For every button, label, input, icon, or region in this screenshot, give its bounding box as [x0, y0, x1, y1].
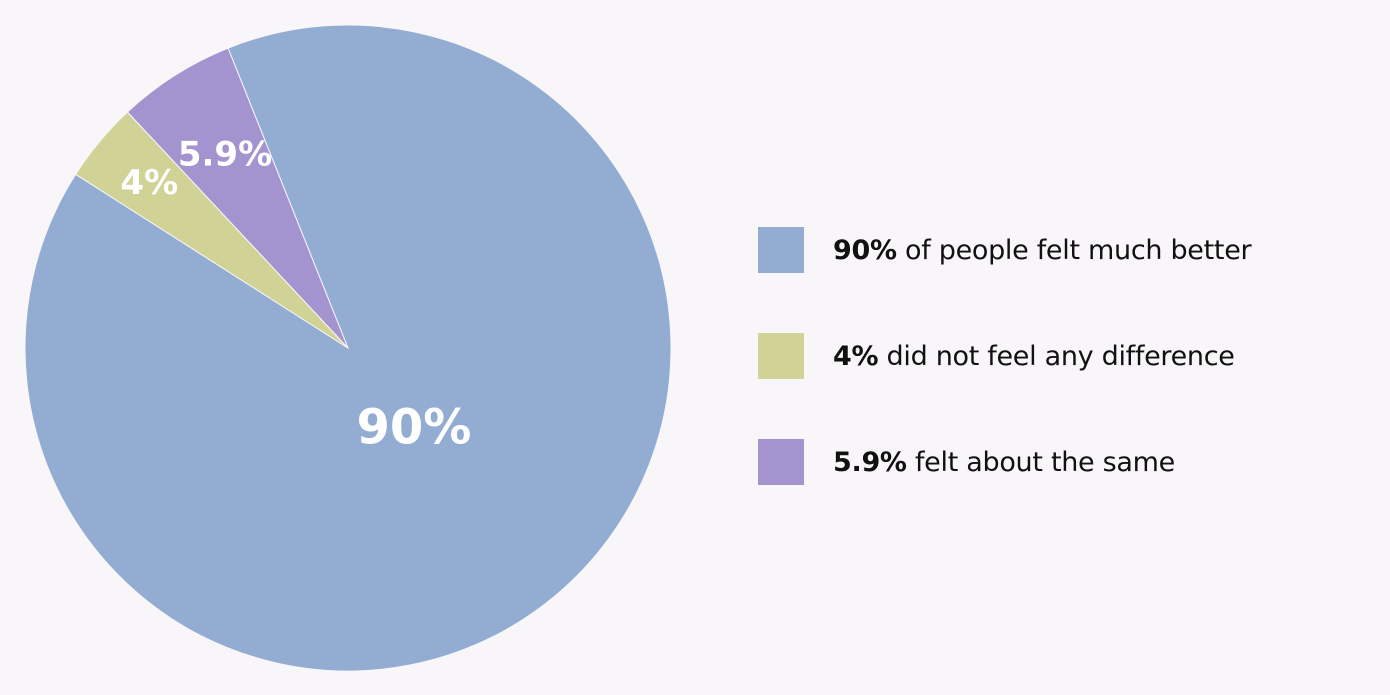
legend-label: 4% did not feel any difference [833, 341, 1235, 372]
legend-description: felt about the same [906, 446, 1175, 478]
legend-label: 5.9% felt about the same [833, 447, 1175, 478]
pie-slice-label-2: 4% [120, 163, 178, 203]
legend-swatch [758, 333, 804, 379]
legend-value: 4% [833, 340, 879, 372]
legend-swatch [758, 439, 804, 485]
legend-label: 90% of people felt much better [833, 234, 1252, 266]
legend-item-3: 5.9% felt about the same [758, 439, 1251, 485]
legend-value: 90% [833, 234, 897, 266]
pie-chart: 90% 4%5.9% [24, 24, 672, 672]
pie-slice-label-3: 5.9% [178, 134, 272, 174]
legend-value: 5.9% [833, 446, 907, 478]
legend: 90% of people felt much better 4% did not… [758, 227, 1252, 545]
legend-description: did not feel any difference [878, 340, 1235, 372]
legend-description: of people felt much better [896, 234, 1252, 266]
pie-slice-3 [126, 47, 349, 349]
legend-swatch [758, 227, 804, 273]
legend-item-1: 90% of people felt much better [758, 227, 1252, 273]
legend-item-2: 4% did not feel any difference [758, 333, 1251, 379]
pie-slice-label-1: 90% [356, 400, 471, 456]
